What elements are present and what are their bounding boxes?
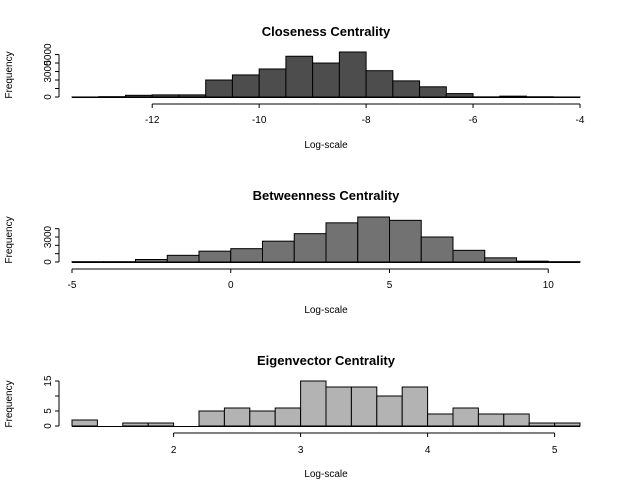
histogram-bar — [503, 413, 530, 427]
chart-title: Eigenvector Centrality — [257, 353, 396, 368]
y-tick-label: 0 — [43, 423, 54, 429]
x-tick-label: 2 — [171, 445, 177, 456]
histogram-bar — [401, 386, 429, 427]
histogram-bar — [198, 250, 232, 263]
chart-title: Betweenness Centrality — [253, 188, 400, 203]
histogram-bar — [274, 407, 302, 427]
histogram-bar — [205, 79, 233, 98]
x-tick-label: 5 — [387, 280, 393, 291]
histogram-bar — [293, 233, 327, 263]
histogram-bar — [445, 93, 474, 98]
y-axis-label: Frequency — [4, 380, 15, 427]
x-axis-label: Log-scale — [304, 305, 348, 316]
histogram-bar — [147, 422, 175, 427]
histogram-bar — [151, 94, 180, 98]
histogram-bar — [499, 95, 528, 98]
x-tick-label: -5 — [68, 280, 77, 291]
histogram-bar — [300, 380, 327, 427]
histogram-bar — [124, 94, 153, 98]
chart-panel-1: Closeness Centrality -12 -10 -8 -6 -4 0 3000500… — [4, 24, 585, 151]
x-tick-label: -6 — [469, 115, 478, 126]
chart-title: Closeness Centrality — [262, 24, 391, 39]
y-axis-label: Frequency — [4, 51, 15, 98]
histogram-bar — [258, 68, 287, 98]
histogram-bar — [135, 259, 168, 263]
histogram-bar — [249, 410, 276, 427]
histogram-bar — [554, 422, 581, 427]
x-tick-label: 4 — [425, 445, 431, 456]
histogram-bar — [392, 80, 421, 98]
histogram-bar — [420, 236, 454, 263]
x-tick-label: 5 — [552, 445, 558, 456]
y-tick-label: 3000 — [43, 225, 54, 248]
x-tick-label: -12 — [145, 115, 160, 126]
histogram-bar — [452, 407, 479, 427]
histogram-bar — [477, 413, 505, 427]
histogram-bar — [350, 386, 378, 427]
y-tick-label: 5000 — [43, 43, 54, 66]
y-axis-label: Frequency — [4, 216, 15, 263]
histogram-bar — [376, 395, 403, 427]
histogram-bar — [262, 240, 295, 263]
histogram-bar — [528, 422, 556, 427]
y-tick-label: 3000 — [43, 60, 54, 83]
histogram-bar — [166, 254, 200, 263]
histogram-bar — [285, 55, 314, 98]
x-tick-label: -10 — [252, 115, 267, 126]
chart-panel-3: Eigenvector Centrality 2 3 4 5 0 5 15 Log-scale F… — [4, 353, 581, 480]
x-axis-label: Log-scale — [304, 140, 348, 151]
histogram-bar — [419, 86, 447, 98]
x-tick-label: 10 — [543, 280, 555, 291]
histogram-bar — [365, 70, 394, 98]
histogram-bar — [516, 260, 549, 263]
histogram-bar — [325, 386, 352, 427]
histogram-bar — [338, 51, 367, 98]
histogram-bar — [325, 222, 359, 263]
histogram-bar — [452, 249, 486, 263]
x-tick-label: -8 — [362, 115, 371, 126]
histogram-bar — [389, 219, 422, 263]
y-tick-label: 0 — [43, 94, 54, 100]
x-axis-label: Log-scale — [304, 469, 348, 480]
histogram-bar — [71, 419, 98, 427]
y-tick-label: 15 — [43, 375, 54, 387]
histogram-bar — [357, 216, 390, 263]
histogram-bar — [178, 94, 207, 98]
x-tick-label: -4 — [576, 115, 585, 126]
histogram-bar — [312, 62, 340, 98]
y-tick-label: 0 — [43, 259, 54, 265]
histogram-bar — [231, 74, 260, 98]
histogram-bar — [223, 407, 251, 427]
histogram-bar — [427, 413, 454, 427]
histogram-bar — [122, 422, 149, 427]
histogram-bar — [198, 410, 225, 427]
histogram-bar — [230, 248, 263, 263]
y-tick-label: 5 — [43, 408, 54, 414]
x-tick-label: 3 — [298, 445, 304, 456]
x-tick-label: 0 — [228, 280, 234, 291]
chart-panel-2: Betweenness Centrality -5 0 5 10 0 3000 Log-sca… — [4, 188, 581, 316]
histogram-bar — [484, 257, 517, 263]
